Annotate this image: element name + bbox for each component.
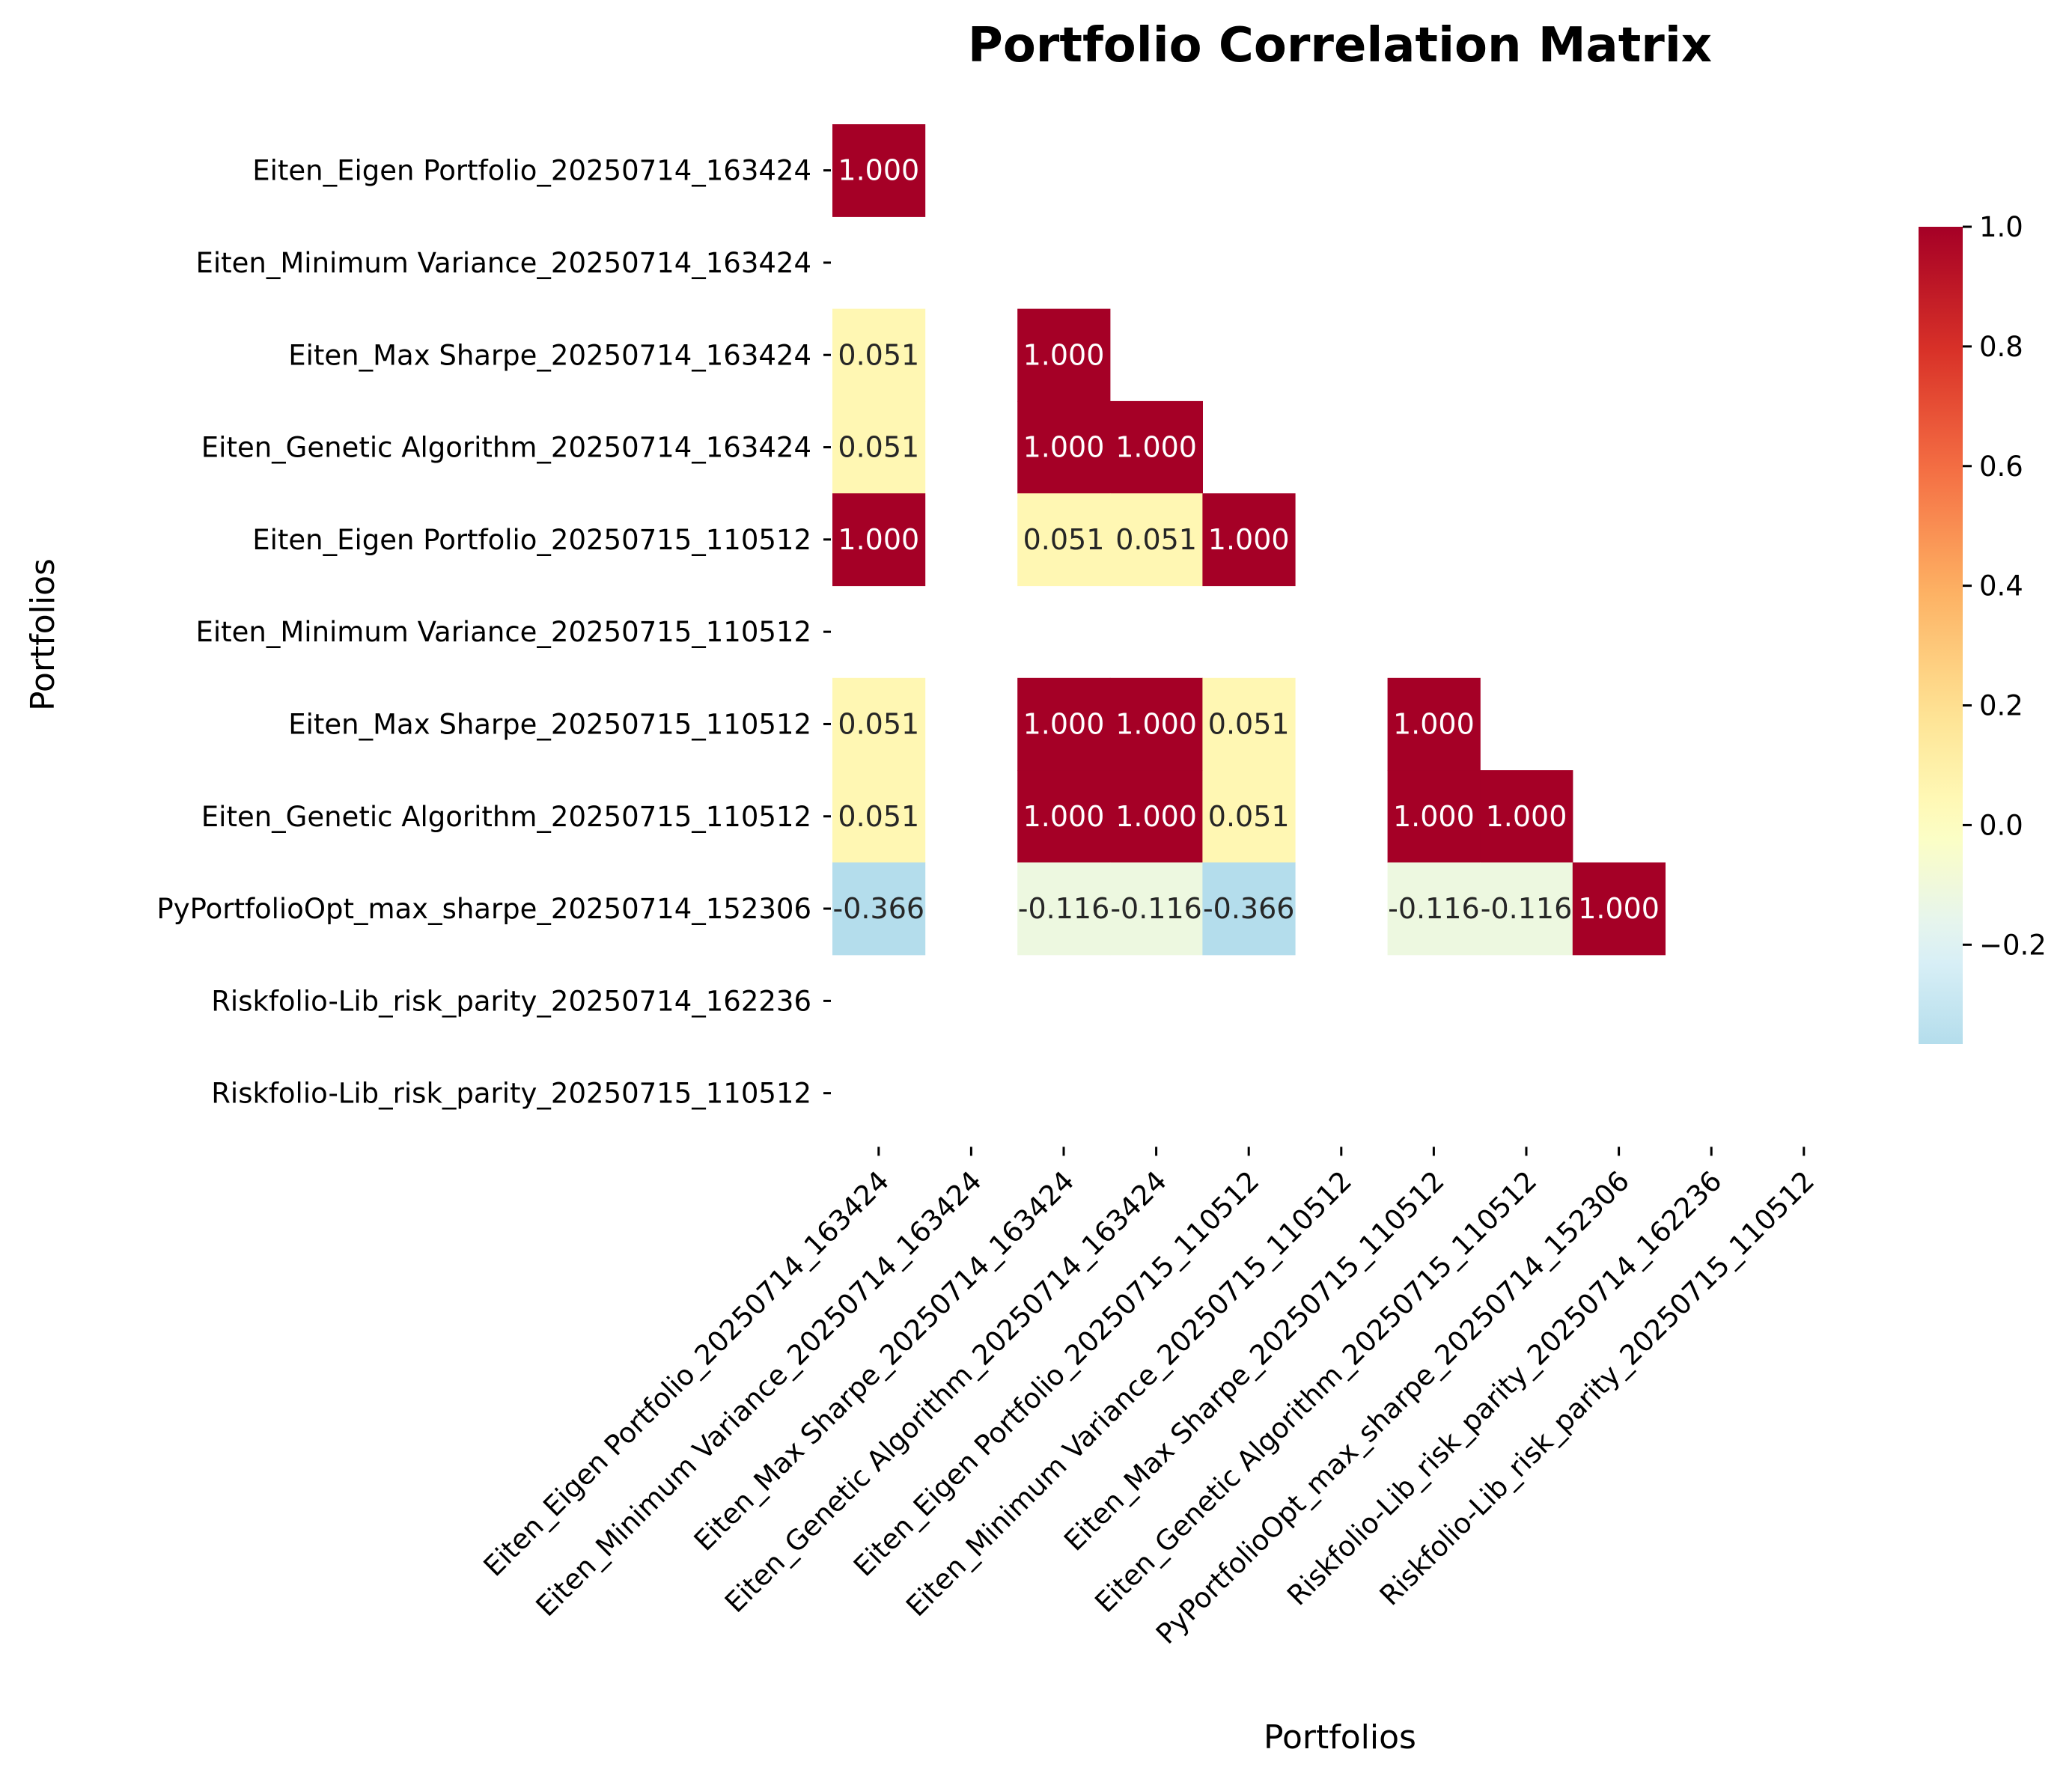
y-tick-label: Eiten_Minimum Variance_20250715_110512 — [195, 616, 811, 648]
heatmap-cell-value: -0.366 — [833, 892, 925, 925]
heatmap-cell — [1017, 493, 1111, 587]
colorbar-tick-label: 1.0 — [1979, 211, 2023, 243]
colorbar-tick-label: 0.8 — [1979, 331, 2023, 363]
chart-title: Portfolio Correlation Matrix — [968, 18, 1712, 73]
colorbar-tick-label: 0.2 — [1979, 690, 2023, 722]
heatmap-cell — [1202, 677, 1296, 771]
y-tick-label: Riskfolio-Lib_risk_parity_20250715_11051… — [211, 1078, 811, 1110]
heatmap-cell-value: 1.000 — [1023, 707, 1105, 740]
heatmap-cell-value: 1.000 — [1023, 338, 1105, 371]
x-tick-label: Riskfolio-Lib_risk_parity_20250715_11051… — [1374, 1165, 1820, 1611]
heatmap-cell-value: 0.051 — [1115, 523, 1197, 556]
heatmap-cell-value: 1.000 — [1023, 431, 1105, 464]
colorbar-tick-label: −0.2 — [1979, 929, 2047, 961]
heatmap-cell — [1572, 862, 1666, 956]
heatmap-cell — [1109, 493, 1203, 587]
heatmap-cell — [1017, 677, 1111, 771]
x-axis-label: Portfolios — [1264, 1718, 1416, 1757]
heatmap-cell-value: 0.051 — [1208, 707, 1290, 740]
colorbar-tick-label: 0.4 — [1979, 570, 2023, 602]
heatmap-cell — [1109, 677, 1203, 771]
heatmap-cell — [832, 770, 926, 863]
heatmap-cell — [1202, 770, 1296, 863]
y-axis-label: Portfolios — [24, 558, 62, 711]
heatmap-cell-value: 1.000 — [1578, 892, 1660, 925]
heatmap-cell-value: 1.000 — [838, 523, 919, 556]
heatmap-cell-value: 1.000 — [1208, 523, 1290, 556]
x-tick-label: Eiten_Minimum Variance_20250714_163424 — [530, 1165, 988, 1623]
heatmap-cell — [1017, 862, 1111, 956]
heatmap-cell — [1017, 770, 1111, 863]
heatmap-cell — [1202, 862, 1296, 956]
heatmap-cell-value: -0.116 — [1388, 892, 1480, 925]
heatmap-cell — [832, 862, 926, 956]
heatmap-cell-value: 0.051 — [838, 338, 919, 371]
heatmap-cell-value: 0.051 — [838, 707, 919, 740]
heatmap-cell — [832, 677, 926, 771]
heatmap-cell — [1017, 400, 1111, 494]
x-tick-label: Eiten_Genetic Algorithm_20250715_110512 — [1089, 1165, 1544, 1619]
colorbar: 1.0 0.8 0.6 0.4 0.2 0.0 −0.2 — [1919, 211, 2047, 1044]
heatmap-cell-value: 1.000 — [1115, 431, 1197, 464]
heatmap-cell-value: 1.000 — [1393, 800, 1475, 833]
heatmap-cell — [832, 400, 926, 494]
heatmap-cells — [832, 124, 1666, 956]
heatmap-cell — [1109, 400, 1203, 494]
heatmap-cell-value: 1.000 — [838, 154, 919, 187]
y-tick-label: Eiten_Minimum Variance_20250714_163424 — [195, 247, 811, 279]
colorbar-gradient — [1919, 227, 1963, 1044]
heatmap-cell-value: 0.051 — [838, 800, 919, 833]
x-axis-ticks: Eiten_Eigen Portfolio_20250714_163424Eit… — [478, 1147, 1820, 1650]
heatmap-cell-value: -0.116 — [1018, 892, 1110, 925]
heatmap-cell — [832, 124, 926, 217]
y-tick-label: Eiten_Eigen Portfolio_20250714_163424 — [252, 155, 811, 187]
heatmap-cell — [1387, 862, 1481, 956]
heatmap-cell-labels: 1.000 0.051 1.000 0.051 1.000 1.000 1.000 0.051… — [833, 154, 1660, 925]
y-tick-label: Eiten_Eigen Portfolio_20250715_110512 — [252, 524, 811, 556]
y-tick-label: Riskfolio-Lib_risk_parity_20250714_16223… — [211, 985, 811, 1017]
heatmap-cell-value: -0.116 — [1110, 892, 1202, 925]
x-tick-label: Eiten_Minimum Variance_20250715_110512 — [900, 1165, 1358, 1623]
y-tick-label: Eiten_Max Sharpe_20250714_163424 — [288, 339, 811, 371]
heatmap-cell-value: 1.000 — [1115, 800, 1197, 833]
heatmap-cell-value: 0.051 — [1208, 800, 1290, 833]
heatmap-cell-value: 0.051 — [838, 431, 919, 464]
heatmap-cell-value: -0.116 — [1481, 892, 1573, 925]
heatmap-cell — [1017, 308, 1111, 402]
x-tick-label: Eiten_Genetic Algorithm_20250714_163424 — [719, 1165, 1173, 1619]
heatmap-cell — [1109, 862, 1203, 956]
heatmap-cell — [832, 493, 926, 587]
y-tick-label: Eiten_Genetic Algorithm_20250714_163424 — [201, 432, 811, 464]
y-tick-label: Eiten_Genetic Algorithm_20250715_110512 — [201, 801, 811, 833]
heatmap-cell — [1480, 862, 1573, 956]
heatmap-cell-value: -0.366 — [1203, 892, 1295, 925]
heatmap-cell — [1387, 770, 1481, 863]
y-axis-ticks: Eiten_Eigen Portfolio_20250714_163424 Eit… — [156, 155, 831, 1110]
heatmap-cell-value: 0.051 — [1023, 523, 1105, 556]
heatmap-cell — [832, 308, 926, 402]
colorbar-tick-label: 0.0 — [1979, 809, 2023, 841]
heatmap-cell — [1387, 677, 1481, 771]
x-tick-label: Riskfolio-Lib_risk_parity_20250714_16223… — [1281, 1165, 1728, 1611]
heatmap-cell — [1109, 770, 1203, 863]
heatmap-cell-value: 1.000 — [1115, 707, 1197, 740]
y-tick-label: Eiten_Max Sharpe_20250715_110512 — [288, 708, 811, 740]
heatmap-cell-value: 1.000 — [1023, 800, 1105, 833]
heatmap-cell — [1480, 770, 1573, 863]
y-tick-label: PyPortfolioOpt_max_sharpe_20250714_15230… — [156, 893, 811, 925]
colorbar-tick-label: 0.6 — [1979, 451, 2023, 483]
heatmap-cell-value: 1.000 — [1486, 800, 1567, 833]
heatmap-cell — [1202, 493, 1296, 587]
heatmap-cell-value: 1.000 — [1393, 707, 1475, 740]
